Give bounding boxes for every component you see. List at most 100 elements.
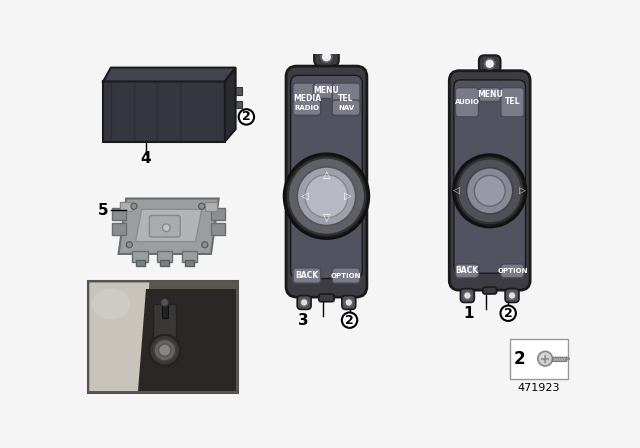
Circle shape (131, 203, 137, 209)
Text: MENU: MENU (314, 86, 339, 95)
FancyBboxPatch shape (293, 100, 321, 116)
Text: RADIO: RADIO (294, 105, 319, 111)
Circle shape (538, 351, 552, 366)
Bar (236, 101, 242, 108)
Text: ◁: ◁ (453, 186, 460, 195)
FancyBboxPatch shape (314, 47, 339, 66)
Polygon shape (103, 82, 225, 142)
Circle shape (239, 109, 254, 125)
FancyBboxPatch shape (483, 287, 497, 294)
FancyBboxPatch shape (501, 264, 524, 278)
Text: OPTION: OPTION (497, 268, 527, 274)
Circle shape (345, 299, 353, 306)
FancyBboxPatch shape (456, 88, 479, 117)
Text: ◁: ◁ (301, 191, 308, 201)
Ellipse shape (92, 289, 130, 319)
Bar (88, 282, 237, 392)
Circle shape (467, 168, 513, 214)
Bar (136, 260, 145, 266)
FancyBboxPatch shape (149, 215, 180, 237)
Text: ▷: ▷ (520, 186, 526, 195)
Circle shape (321, 52, 332, 62)
Circle shape (463, 292, 471, 299)
Text: 1: 1 (463, 306, 474, 321)
Circle shape (198, 203, 205, 209)
Bar (120, 202, 132, 211)
Polygon shape (566, 357, 570, 361)
Bar (160, 260, 170, 266)
FancyBboxPatch shape (449, 71, 530, 290)
Text: ▷: ▷ (344, 191, 352, 201)
FancyBboxPatch shape (332, 268, 360, 283)
Circle shape (297, 167, 356, 225)
Circle shape (484, 59, 495, 69)
FancyBboxPatch shape (456, 264, 479, 278)
Text: 471923: 471923 (518, 383, 560, 393)
Circle shape (500, 306, 516, 321)
FancyBboxPatch shape (332, 100, 360, 116)
Bar (162, 302, 168, 318)
Bar (132, 251, 148, 262)
Circle shape (305, 175, 348, 218)
FancyBboxPatch shape (479, 55, 500, 72)
Text: MENU: MENU (477, 90, 502, 99)
Circle shape (300, 299, 308, 306)
Text: 2: 2 (242, 110, 251, 123)
Text: 4: 4 (140, 151, 151, 166)
FancyBboxPatch shape (293, 268, 321, 283)
Bar (552, 357, 566, 361)
Text: 3: 3 (298, 313, 308, 327)
Text: 2: 2 (513, 350, 525, 368)
Text: NAV: NAV (338, 105, 354, 111)
FancyBboxPatch shape (342, 296, 356, 310)
Bar (211, 208, 225, 220)
Text: 2: 2 (504, 307, 513, 320)
Text: 2: 2 (345, 314, 354, 327)
FancyBboxPatch shape (501, 88, 524, 117)
Polygon shape (138, 289, 236, 391)
FancyBboxPatch shape (291, 75, 362, 279)
Circle shape (342, 313, 357, 328)
FancyBboxPatch shape (314, 83, 340, 99)
Circle shape (288, 158, 365, 235)
Bar (113, 208, 126, 220)
Circle shape (163, 224, 170, 232)
Circle shape (508, 292, 516, 299)
Bar (182, 251, 197, 262)
Polygon shape (118, 198, 219, 254)
Text: 5: 5 (98, 202, 108, 218)
Bar (205, 202, 217, 211)
Text: TEL: TEL (505, 97, 520, 106)
Polygon shape (225, 68, 236, 142)
FancyBboxPatch shape (505, 289, 519, 302)
FancyBboxPatch shape (332, 83, 360, 116)
Text: BACK: BACK (295, 271, 318, 280)
Polygon shape (90, 282, 149, 391)
Bar (88, 281, 238, 392)
FancyBboxPatch shape (460, 289, 474, 302)
Bar (211, 223, 225, 236)
FancyBboxPatch shape (319, 294, 334, 302)
Text: TEL: TEL (339, 94, 354, 103)
FancyBboxPatch shape (286, 66, 367, 297)
Circle shape (454, 155, 526, 227)
Polygon shape (136, 209, 202, 241)
Polygon shape (103, 68, 236, 82)
FancyBboxPatch shape (454, 80, 525, 273)
Circle shape (159, 344, 171, 356)
Bar (113, 223, 126, 236)
Bar (157, 251, 172, 262)
FancyBboxPatch shape (479, 88, 500, 102)
Text: ▽: ▽ (323, 213, 330, 223)
Circle shape (474, 176, 505, 206)
Circle shape (161, 299, 168, 306)
Circle shape (202, 241, 208, 248)
Circle shape (149, 335, 180, 366)
Text: △: △ (323, 170, 330, 180)
Ellipse shape (541, 355, 547, 359)
Circle shape (126, 241, 132, 248)
FancyBboxPatch shape (297, 296, 311, 310)
Bar (236, 87, 242, 95)
Text: OPTION: OPTION (331, 272, 362, 279)
Text: BACK: BACK (456, 267, 479, 276)
